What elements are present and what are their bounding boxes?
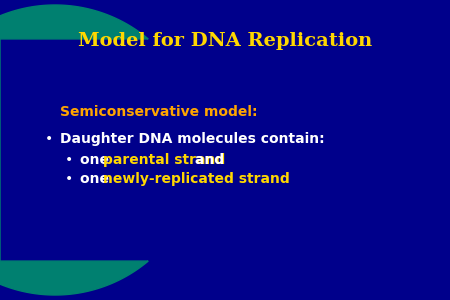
Text: one: one [80, 153, 114, 167]
Text: Daughter DNA molecules contain:: Daughter DNA molecules contain: [60, 132, 324, 146]
Text: Semiconservative model:: Semiconservative model: [60, 105, 257, 119]
Polygon shape [0, 5, 148, 295]
Text: and: and [190, 153, 224, 167]
Text: one: one [80, 172, 114, 186]
Text: parental strand: parental strand [103, 153, 225, 167]
Text: •: • [45, 132, 53, 146]
Text: •: • [65, 153, 73, 167]
Text: •: • [65, 172, 73, 186]
Text: newly-replicated strand: newly-replicated strand [103, 172, 290, 186]
Text: Model for DNA Replication: Model for DNA Replication [78, 32, 372, 50]
